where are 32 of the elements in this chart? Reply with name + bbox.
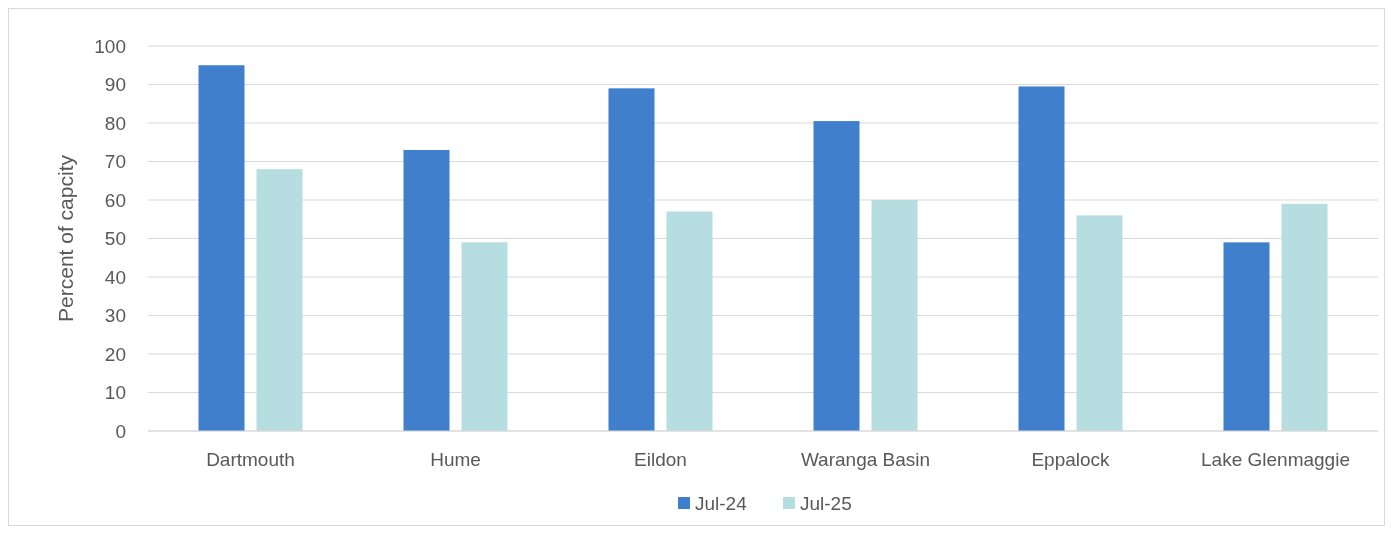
y-tick-label: 20 <box>104 343 126 365</box>
bar <box>461 242 508 431</box>
x-tick-label: Lake Glenmaggie <box>1201 449 1350 470</box>
y-tick-label: 90 <box>104 74 126 96</box>
y-tick-label: 60 <box>104 189 126 211</box>
x-tick-label: Eildon <box>634 449 687 470</box>
bar <box>608 88 655 431</box>
x-tick-label: Dartmouth <box>206 449 295 470</box>
y-tick-label: 10 <box>104 382 126 404</box>
bar <box>666 211 713 431</box>
bar <box>198 65 245 431</box>
bar <box>1281 203 1328 431</box>
y-tick-label: 80 <box>104 112 126 134</box>
legend-label: Jul-25 <box>800 492 852 514</box>
bar <box>871 200 918 431</box>
bar <box>403 149 450 431</box>
y-tick-label: 50 <box>104 228 126 250</box>
y-axis-title: Percent of capcity <box>54 154 77 322</box>
y-tick-label: 30 <box>104 305 126 327</box>
bar <box>1223 242 1270 431</box>
y-tick-label: 40 <box>104 266 126 288</box>
y-tick-label: 0 <box>115 420 126 442</box>
bar <box>256 169 303 431</box>
bar <box>1076 215 1123 431</box>
x-tick-label: Waranga Basin <box>800 449 931 470</box>
x-tick-label: Eppalock <box>1031 449 1111 470</box>
legend-label: Jul-24 <box>695 492 748 514</box>
x-tick-label: Hume <box>430 449 481 470</box>
y-tick-label: 100 <box>94 35 126 57</box>
y-tick-label: 70 <box>104 151 126 173</box>
bar <box>813 121 860 431</box>
bar <box>1018 86 1065 431</box>
